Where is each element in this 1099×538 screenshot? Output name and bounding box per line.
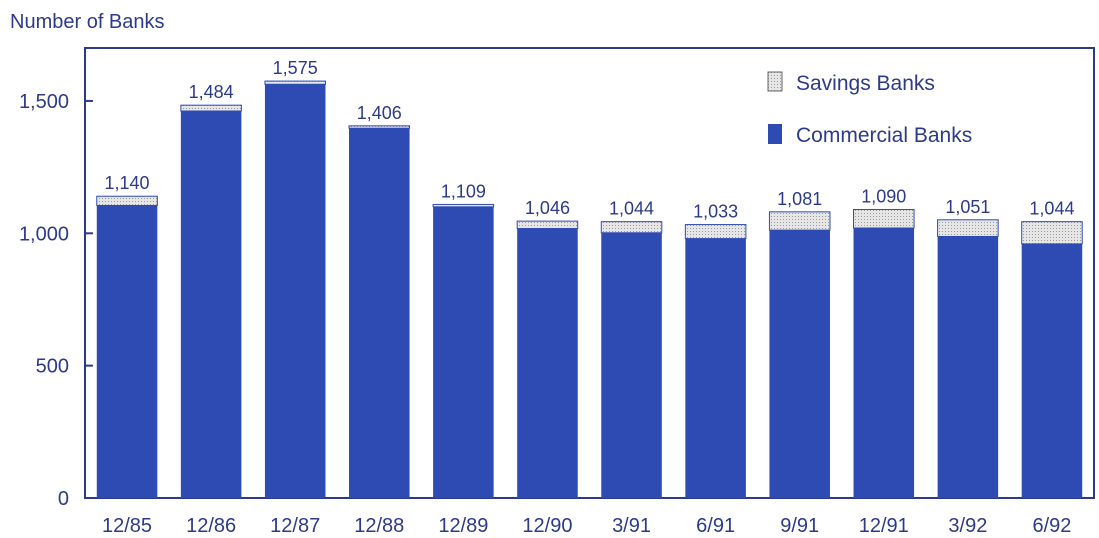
bar-total-label: 1,044 bbox=[609, 199, 654, 219]
bar-commercial bbox=[1021, 243, 1083, 498]
bar-savings bbox=[180, 104, 242, 112]
bar-commercial bbox=[937, 236, 999, 498]
bar-savings bbox=[1021, 221, 1083, 245]
bar-commercial bbox=[685, 238, 746, 498]
bar-commercial bbox=[264, 84, 326, 498]
x-tick-label: 9/91 bbox=[780, 515, 819, 537]
bar-savings bbox=[768, 211, 831, 231]
x-tick-label: 12/89 bbox=[438, 515, 488, 537]
x-tick-label: 12/86 bbox=[186, 515, 236, 537]
bar-total-label: 1,140 bbox=[105, 173, 150, 193]
legend-label-savings: Savings Banks bbox=[796, 72, 935, 95]
legend-label-commercial: Commercial Banks bbox=[796, 124, 972, 147]
bar-savings bbox=[937, 219, 999, 237]
bar-savings bbox=[600, 221, 663, 234]
bar-savings bbox=[264, 80, 326, 85]
bar-total-label: 1,484 bbox=[189, 82, 234, 102]
plot-frame bbox=[84, 47, 1095, 499]
bar-savings bbox=[348, 125, 411, 129]
y-tick-label: 1,500 bbox=[19, 91, 69, 113]
bar-total-label: 1,406 bbox=[357, 103, 402, 123]
bar-total-label: 1,109 bbox=[441, 181, 486, 201]
bar-commercial bbox=[349, 128, 410, 499]
bar-savings bbox=[853, 208, 915, 229]
bar-savings bbox=[432, 203, 495, 208]
bar-commercial bbox=[433, 206, 494, 498]
bar-total-label: 1,051 bbox=[945, 197, 990, 217]
bar-total-label: 1,033 bbox=[693, 202, 738, 222]
bar-savings bbox=[684, 224, 747, 240]
x-axis-tick-labels: 12/85 12/86 12/87 12/88 12/89 12/90 3/91 6/91 9/… bbox=[102, 515, 1071, 537]
bar-commercial bbox=[769, 230, 830, 498]
legend: Savings Banks Commercial Banks bbox=[767, 71, 972, 147]
y-tick-label: 500 bbox=[36, 356, 69, 378]
x-tick-label: 3/92 bbox=[948, 515, 987, 537]
y-axis-label: Number of Banks bbox=[10, 11, 165, 33]
x-tick-label: 3/91 bbox=[612, 515, 651, 537]
x-tick-label: 12/91 bbox=[859, 515, 909, 537]
bar-commercial bbox=[601, 232, 662, 498]
bar-commercial bbox=[180, 111, 242, 498]
x-tick-label: 12/90 bbox=[522, 515, 572, 537]
bar-savings bbox=[516, 220, 579, 230]
bars bbox=[96, 80, 1083, 499]
bar-total-label: 1,046 bbox=[525, 198, 570, 218]
bar-total-label: 1,575 bbox=[273, 58, 318, 78]
bar-savings bbox=[96, 195, 158, 206]
y-axis-ticks: 0 500 1,000 1,500 bbox=[19, 91, 93, 510]
bar-total-label: 1,081 bbox=[777, 189, 822, 209]
bar-total-label: 1,090 bbox=[861, 186, 906, 206]
x-tick-label: 12/87 bbox=[270, 515, 320, 537]
bar-commercial bbox=[853, 228, 915, 498]
bar-total-label: 1,044 bbox=[1029, 199, 1074, 219]
legend-swatch-commercial bbox=[768, 124, 782, 144]
y-tick-label: 1,000 bbox=[19, 223, 69, 245]
y-tick-label: 0 bbox=[58, 488, 69, 510]
x-tick-label: 6/92 bbox=[1032, 515, 1071, 537]
x-tick-label: 12/85 bbox=[102, 515, 152, 537]
legend-swatch-savings bbox=[767, 71, 783, 92]
x-tick-label: 6/91 bbox=[696, 515, 735, 537]
bar-commercial bbox=[96, 205, 158, 498]
x-tick-label: 12/88 bbox=[354, 515, 404, 537]
total-labels: 1,140 1,484 1,575 1,406 1,109 1,046 1,044 1,033… bbox=[105, 58, 1075, 221]
bar-commercial bbox=[517, 228, 578, 498]
